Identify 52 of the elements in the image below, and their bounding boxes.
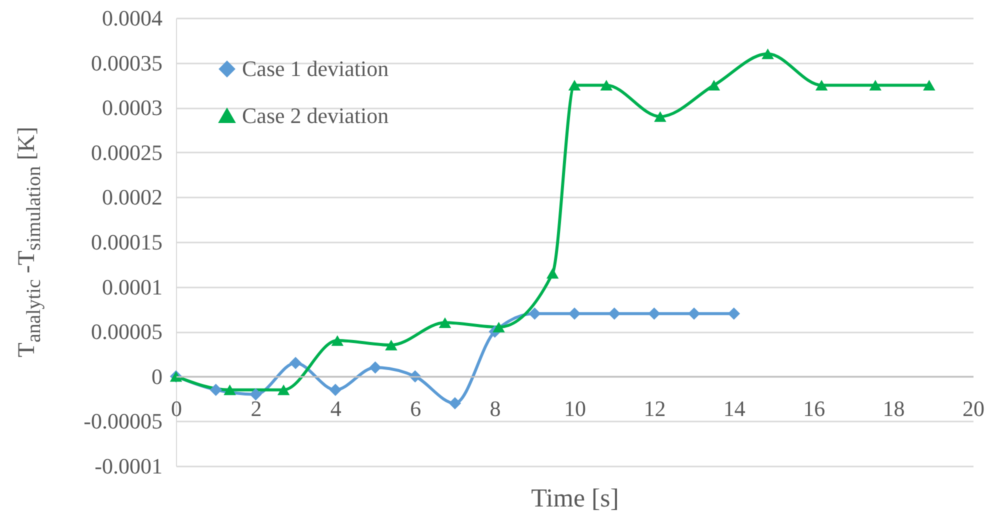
legend-label: Case 1 deviation	[242, 56, 389, 81]
y-tick-label: 0	[152, 364, 162, 389]
x-axis-title: Time [s]	[531, 484, 619, 511]
point	[600, 80, 613, 91]
point	[385, 340, 398, 350]
point	[815, 80, 828, 91]
point	[250, 388, 262, 400]
point	[331, 335, 344, 346]
point	[329, 384, 342, 396]
x-tick-label: 4	[330, 396, 342, 421]
y-tick-label: 0.00015	[91, 230, 162, 254]
point	[528, 308, 541, 320]
point	[438, 317, 452, 328]
point	[492, 322, 505, 332]
legend-label: Case 2 deviation	[242, 103, 389, 128]
point	[688, 308, 700, 320]
point	[648, 308, 660, 320]
x-tick-label: 20	[962, 396, 984, 421]
point	[762, 48, 774, 60]
point	[568, 80, 581, 91]
y-tick-label: -0.0001	[94, 454, 162, 478]
x-tick-label: 14	[723, 396, 746, 421]
point	[448, 397, 462, 410]
point	[546, 268, 559, 279]
y-tick-label: 0.0001	[102, 274, 162, 300]
point	[369, 361, 382, 374]
x-tick-label: 6	[410, 396, 422, 421]
y-tick-label: 0.00025	[91, 140, 162, 165]
point	[210, 384, 222, 396]
y-tick-label: -0.00005	[84, 408, 162, 434]
point	[224, 384, 236, 396]
point	[728, 308, 740, 320]
y-tick-label: 0.0003	[102, 95, 162, 120]
point	[654, 111, 666, 122]
x-tick-label: 16	[803, 396, 826, 421]
point	[289, 356, 302, 370]
y-tick-label: 0.00005	[91, 319, 162, 344]
x-tick-label: 10	[564, 396, 586, 421]
point	[277, 384, 290, 396]
x-tick-label: 8	[490, 396, 501, 421]
y-tick-label: 0.0002	[102, 184, 162, 210]
point	[869, 80, 882, 91]
x-tick-label: 18	[882, 396, 905, 421]
point	[708, 80, 720, 91]
point	[923, 80, 936, 91]
point	[608, 308, 620, 320]
x-tick-label: 12	[644, 396, 666, 421]
y-tick-label: 0.0004	[102, 6, 162, 30]
y-tick-label: 0.00035	[91, 50, 162, 76]
point	[568, 308, 581, 320]
x-tick-label: 2	[250, 396, 262, 421]
x-tick-label: 0	[171, 396, 182, 421]
